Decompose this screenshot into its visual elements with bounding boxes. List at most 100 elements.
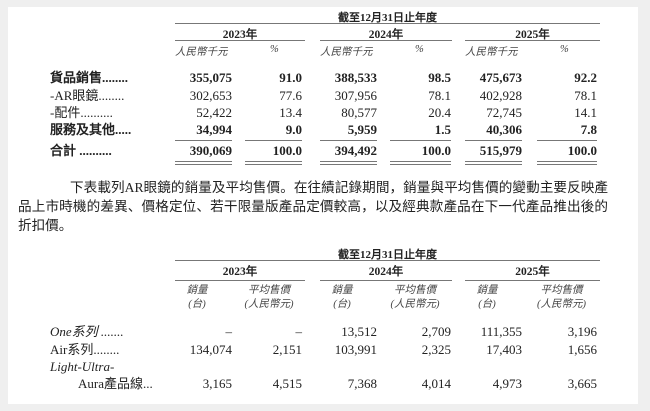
table-cell: 388,533	[334, 70, 377, 85]
volume-subheader: 銷量 (台)	[322, 284, 362, 312]
subheader-line: 平均售價	[394, 285, 436, 296]
subheader-unit: (台)	[333, 299, 351, 310]
table-row: Air系列........ 134,074 2,151 103,991 2,325 17,…	[50, 342, 597, 358]
table-cell: 103,991	[334, 342, 377, 357]
table-cell: 13,512	[341, 324, 377, 339]
table-cell: 100.0	[421, 143, 451, 158]
avg-price-subheader: 平均售價 (人民幣元)	[378, 284, 452, 312]
table-cell: 40,306	[486, 122, 522, 137]
subheader-unit: (台)	[188, 299, 206, 310]
table-cell: 402,928	[479, 88, 522, 103]
subheader-unit: (台)	[478, 299, 496, 310]
total-double-line	[465, 161, 522, 162]
subheader-unit: (人民幣元)	[244, 299, 294, 310]
divider	[465, 40, 600, 41]
table-cell: 7,368	[347, 376, 377, 391]
divider	[320, 40, 452, 41]
table-cell: 390,069	[189, 143, 232, 158]
table-cell: 80,577	[341, 105, 377, 120]
divider	[320, 280, 452, 281]
description-paragraph: 下表載列AR眼鏡的銷量及平均售價。在往績記錄期間，銷量與平均售價的變動主要反映產…	[18, 180, 608, 233]
table-cell: 4,973	[492, 376, 522, 391]
table-cell: 4,014	[421, 376, 451, 391]
table-cell: 20.4	[428, 105, 451, 120]
row-label: -配件..........	[50, 105, 113, 120]
divider	[175, 40, 305, 41]
row-label: -AR眼鏡........	[50, 88, 125, 103]
row-label: Light-Ultra-	[50, 359, 115, 374]
table-cell: 72,745	[486, 105, 522, 120]
year-header: 2024年	[368, 29, 404, 41]
table-cell: 2,709	[421, 324, 451, 339]
year-header: 2025年	[515, 266, 550, 278]
divider	[175, 260, 600, 261]
table-cell: –	[295, 324, 303, 339]
table-cell: 77.6	[279, 88, 302, 103]
table-cell: 355,075	[189, 70, 232, 85]
table-cell: 52,422	[196, 105, 232, 120]
total-double-line	[245, 161, 302, 162]
subheader-line: 平均售價	[248, 285, 290, 296]
table-cell: –	[225, 324, 233, 339]
table-cell: 2,325	[421, 342, 451, 357]
percent-subheader: %	[270, 44, 279, 55]
row-label: Air系列........	[50, 342, 120, 357]
table-row: -AR眼鏡........ 302,653 77.6 307,956 78.1 402,9…	[50, 88, 597, 104]
total-double-line	[390, 164, 451, 165]
table-cell: 515,979	[479, 143, 522, 158]
row-label: Aura產品線...	[78, 376, 153, 391]
table-cell: 1.5	[434, 122, 451, 137]
total-double-line	[175, 164, 232, 165]
total-double-line	[320, 161, 377, 162]
subtotal-line	[175, 140, 232, 141]
table-cell: 134,074	[189, 342, 232, 357]
divider	[465, 280, 600, 281]
table-cell: 3,196	[567, 324, 597, 339]
table-cell: 100.0	[567, 143, 597, 158]
table-row: 合計 .......... 390,069 100.0 394,492 100.0 515…	[50, 143, 597, 159]
table-cell: 4,515	[272, 376, 302, 391]
row-label: 服務及其他.....	[50, 122, 132, 137]
table-cell: 5,959	[347, 122, 377, 137]
table-cell: 3,665	[567, 376, 597, 391]
total-double-line	[537, 164, 597, 165]
row-label: One系列 .......	[50, 324, 124, 339]
subheader-line: 銷量	[186, 285, 208, 296]
table-cell: 91.0	[279, 70, 302, 85]
table-cell: 98.5	[428, 70, 451, 85]
subheader-unit: (人民幣元)	[537, 299, 586, 310]
subtotal-line	[390, 140, 451, 141]
subheader-line: 平均售價	[540, 285, 583, 296]
row-label: 合計 ..........	[50, 143, 112, 158]
percent-subheader: %	[560, 44, 569, 55]
table-row: One系列 ....... – – 13,512 2,709 111,355 3,196	[50, 324, 597, 340]
subheader-line: 銷量	[331, 285, 353, 296]
divider	[175, 23, 600, 24]
table-cell: 78.1	[574, 88, 597, 103]
table-row: 服務及其他..... 34,994 9.0 5,959 1.5 40,306 7.8	[50, 122, 597, 138]
avg-price-subheader: 平均售價 (人民幣元)	[233, 284, 305, 312]
document-page	[8, 7, 638, 404]
subtotal-line	[465, 140, 522, 141]
unit-subheader: 人民幣千元	[465, 47, 518, 58]
row-label: 貨品銷售........	[50, 70, 129, 85]
table-cell: 1,656	[567, 342, 597, 357]
period-header: 截至12月31日止年度	[338, 12, 437, 24]
unit-subheader: 人民幣千元	[175, 47, 228, 58]
table-row: Aura產品線... 3,165 4,515 7,368 4,014 4,973 3,665	[50, 376, 597, 392]
subtotal-line	[537, 140, 597, 141]
divider	[175, 280, 305, 281]
year-header: 2023年	[222, 266, 258, 278]
total-double-line	[175, 161, 232, 162]
table-row: -配件.......... 52,422 13.4 80,577 20.4 72,745 1…	[50, 105, 597, 121]
total-double-line	[465, 164, 522, 165]
table-cell: 78.1	[428, 88, 451, 103]
table-cell: 34,994	[196, 122, 232, 137]
table-cell: 475,673	[479, 70, 522, 85]
subheader-line: 銷量	[476, 285, 498, 296]
subtotal-line	[320, 140, 377, 141]
table-cell: 2,151	[272, 342, 302, 357]
table-cell: 7.8	[580, 122, 597, 137]
unit-subheader: 人民幣千元	[320, 47, 373, 58]
table-cell: 307,956	[334, 88, 377, 103]
